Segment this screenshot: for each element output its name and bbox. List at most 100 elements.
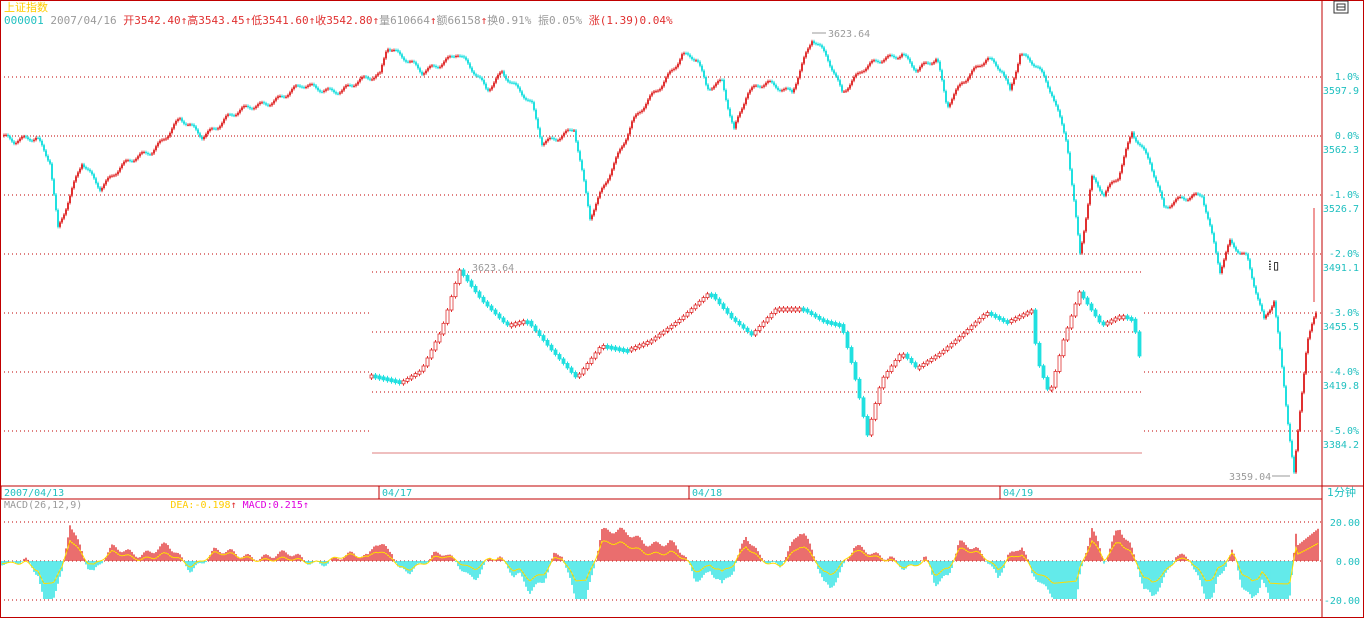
candle-body xyxy=(335,92,337,94)
candle-body xyxy=(631,121,633,128)
inset-candle-body xyxy=(1061,339,1066,357)
inset-candle-body xyxy=(425,357,430,367)
candle-body xyxy=(723,79,725,91)
candle-body xyxy=(765,82,767,86)
candle-body xyxy=(381,64,383,73)
candle-body xyxy=(611,169,613,176)
inset-candle-body xyxy=(1009,319,1014,324)
candle-body xyxy=(293,86,295,90)
candle-body xyxy=(277,96,279,99)
candle-body xyxy=(375,75,377,78)
candle-body xyxy=(1077,216,1079,235)
candle-body xyxy=(445,58,447,62)
candle-body xyxy=(1299,411,1301,431)
candle-body xyxy=(549,137,551,139)
candle-body xyxy=(1155,176,1157,182)
candle-body xyxy=(1291,440,1293,457)
inset-candle-body xyxy=(917,365,922,370)
window-restore-icon[interactable] xyxy=(1333,0,1349,14)
candle-body xyxy=(27,137,29,140)
candle-body xyxy=(473,71,475,75)
candle-body xyxy=(639,112,641,114)
candle-body xyxy=(1201,195,1203,197)
candle-body xyxy=(423,73,425,75)
candle-body xyxy=(329,88,331,90)
candle-body xyxy=(751,87,753,91)
dea-value: -0.198 xyxy=(194,500,231,511)
candle-body xyxy=(1071,169,1073,185)
dea-line xyxy=(2,539,1319,585)
candle-body xyxy=(693,59,695,61)
candle-body xyxy=(745,98,747,105)
candle-body xyxy=(1123,156,1125,165)
candle-body xyxy=(583,169,585,181)
candle-body xyxy=(903,54,905,56)
candle-body xyxy=(87,168,89,170)
candle-body xyxy=(1067,140,1069,153)
candle-body xyxy=(1213,233,1215,243)
candle-body xyxy=(1303,373,1305,393)
candle-body xyxy=(649,95,651,100)
candle-body xyxy=(521,91,523,96)
candle-body xyxy=(151,153,153,155)
candle-body xyxy=(743,104,745,109)
candle-body xyxy=(689,54,691,57)
inset-candle-body xyxy=(1081,291,1086,299)
candle-body xyxy=(251,108,253,110)
candle-body xyxy=(1019,54,1021,64)
candle-body xyxy=(1015,71,1017,79)
inset-candle-body xyxy=(749,331,754,336)
candle-body xyxy=(55,194,57,211)
pct-tick-label: -2.0% xyxy=(1329,249,1359,260)
candle-body xyxy=(171,128,173,133)
inset-candle-body xyxy=(685,312,690,317)
candle-body xyxy=(901,54,903,57)
candle-body xyxy=(629,127,631,135)
inset-candle-body xyxy=(885,371,890,378)
candle-body xyxy=(223,119,225,123)
candle-body xyxy=(187,124,189,126)
candle-body xyxy=(353,85,355,87)
candle-body xyxy=(33,139,35,141)
candle-body xyxy=(1305,352,1307,374)
inset-candle-body xyxy=(397,380,402,385)
inset-candle-body xyxy=(1093,309,1098,317)
candle-body xyxy=(1145,149,1147,154)
period-label[interactable]: 1分钟 xyxy=(1327,485,1356,499)
candle-body xyxy=(211,128,213,130)
candle-body xyxy=(279,95,281,97)
candle-body xyxy=(589,205,591,220)
candle-body xyxy=(1027,55,1029,59)
candle-body xyxy=(371,79,373,81)
candle-body xyxy=(191,124,193,126)
inset-candle-body xyxy=(977,318,982,323)
candle-body xyxy=(781,90,783,92)
inset-candle-body xyxy=(437,333,442,343)
inset-candle-body xyxy=(769,312,774,319)
candle-body xyxy=(681,54,683,60)
candle-body xyxy=(1285,386,1287,406)
candle-body xyxy=(1091,176,1093,190)
candle-body xyxy=(575,130,577,142)
macd-value: 0.215 xyxy=(272,500,303,511)
candle-body xyxy=(203,136,205,140)
candle-body xyxy=(1209,218,1211,226)
candle-body xyxy=(1101,190,1103,194)
inset-candle-body xyxy=(433,341,438,351)
inset-candle-body xyxy=(849,347,854,363)
candle-body xyxy=(841,85,843,92)
inset-candle-body xyxy=(457,269,462,284)
candle-body xyxy=(327,88,329,90)
inset-candle-body xyxy=(781,307,786,312)
candle-body xyxy=(9,136,11,139)
candle-body xyxy=(1199,194,1201,196)
candle-body xyxy=(933,61,935,64)
candle-body xyxy=(695,60,697,62)
inset-candle-body xyxy=(937,352,942,357)
candle-body xyxy=(581,160,583,170)
candle-body xyxy=(1211,225,1213,234)
candle-body xyxy=(859,72,861,74)
candle-body xyxy=(879,62,881,64)
candle-body xyxy=(739,112,741,117)
candle-body xyxy=(271,103,273,106)
